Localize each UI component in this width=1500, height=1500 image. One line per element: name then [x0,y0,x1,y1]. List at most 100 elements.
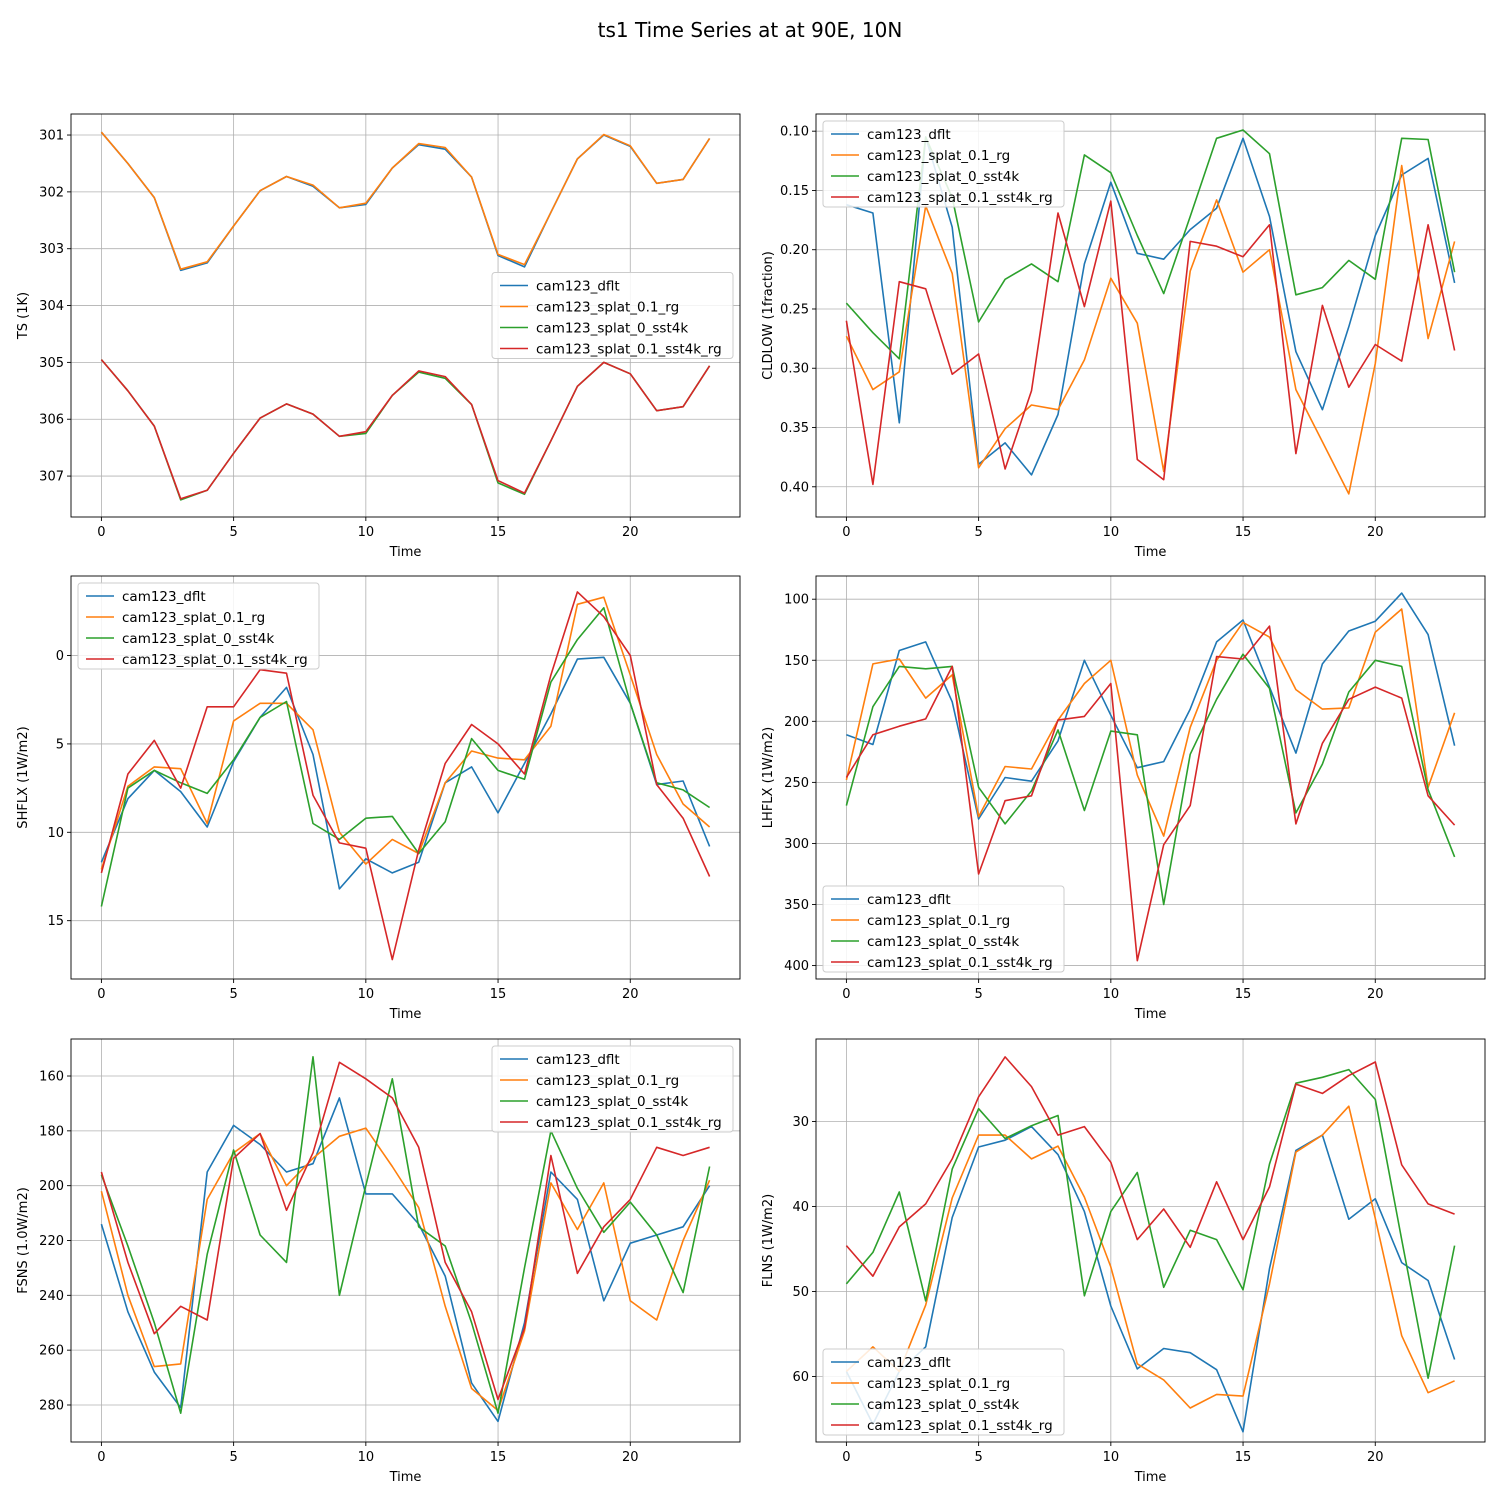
y-tick-label: 220 [39,1234,64,1249]
subplot-cldlow: 0 5 10 15 20 0.10 0.15 0.20 0.25 0.30 0.35 0.40 Time… [761,113,1486,560]
legend-label: cam123_splat_0.1_sst4k_rg [867,1418,1053,1434]
y-tick-label: 260 [39,1344,64,1359]
y-tick-label: 300 [784,837,809,852]
series-line-cam123-dflt [100,1097,711,1423]
y-axis-label: CLDLOW (1fraction) [761,251,776,380]
series-line-cam123-splat-0-1-rg [100,1127,711,1412]
axes-frame [70,575,741,980]
axes-frame [70,113,741,518]
x-tick-label: 0 [97,525,105,540]
legend-label: cam123_splat_0.1_sst4k_rg [867,955,1053,971]
x-tick-label: 10 [358,987,375,1002]
y-tick-label: 307 [39,470,64,485]
y-tick-label: 302 [39,185,64,200]
x-tick-label: 15 [1235,1450,1252,1465]
legend-label: cam123_splat_0.1_sst4k_rg [536,1115,722,1131]
x-tick-label: 15 [1235,525,1252,540]
y-tick-label: 0.35 [780,421,809,436]
subplot-fsns: 0 5 10 15 20 160 180 200 220 240 260 280 Time FSNS (1… [16,1038,741,1485]
legend-label: cam123_splat_0_sst4k [122,631,274,647]
series-line-cam123-splat-0-1-rg [845,164,1456,495]
legend-box [822,120,1065,208]
x-axis-label: Time [389,1470,422,1485]
x-tick-label: 15 [490,525,507,540]
y-axis-label: FSNS (1.0W/m2) [16,1187,31,1294]
y-tick-label: 50 [792,1285,809,1300]
x-tick-label: 0 [842,1450,850,1465]
legend-label: cam123_splat_0_sst4k [867,1397,1019,1413]
axes-frame [815,575,1486,980]
x-tick-label: 20 [1367,525,1384,540]
series-line-cam123-dflt [845,1125,1456,1433]
legend-label: cam123_splat_0.1_rg [536,1073,679,1089]
series-line-cam123-splat-0-1-sst4k-rg [100,359,711,500]
legend-box [491,1045,734,1133]
legend-label: cam123_splat_0_sst4k [867,169,1019,185]
x-tick-label: 15 [490,1450,507,1465]
y-tick-label: 0.10 [780,125,809,140]
legend-label: cam123_splat_0.1_rg [867,913,1010,929]
x-tick-label: 20 [622,1450,639,1465]
x-axis-label: Time [1134,1007,1167,1022]
legend-label: cam123_splat_0_sst4k [536,1094,688,1110]
series-line-cam123-dflt [846,592,1456,820]
y-tick-label: 304 [39,299,64,314]
y-axis-label: LHFLX (1W/m2) [761,727,776,828]
legend-label: cam123_dflt [867,892,951,908]
y-tick-label: 60 [792,1370,809,1385]
x-axis-label: Time [1134,1470,1167,1485]
series-line-cam123-splat-0-1-sst4k-rg [845,1056,1455,1277]
subplot-ts: 0 5 10 15 20 301 302 303 304 305 306 307 Time TS (1K)… [16,113,741,560]
legend-label: cam123_splat_0.1_sst4k_rg [536,342,722,358]
series-line-cam123-splat-0-1-sst4k-rg [845,625,1456,962]
legend-label: cam123_splat_0_sst4k [867,934,1019,950]
legend-box [822,885,1065,973]
y-axis-label: FLNS (1W/m2) [761,1194,776,1287]
series-line-cam123-dflt [846,136,1456,476]
x-tick-label: 5 [229,987,237,1002]
y-tick-label: 5 [56,737,64,752]
x-tick-label: 10 [358,1450,375,1465]
subplot-lhflx: 0 5 10 15 20 100 150 200 250 300 350 400 Time LHFLX (… [761,575,1486,1022]
y-axis-label: SHFLX (1W/m2) [16,726,31,828]
y-tick-label: 301 [39,129,64,144]
y-tick-label: 306 [39,413,64,428]
series-line-cam123-splat-0-1-rg [845,608,1456,837]
legend: cam123_dflt cam123_splat_0.1_rg cam123_spl… [822,1348,1065,1436]
legend-label: cam123_splat_0_sst4k [536,321,688,337]
y-tick-label: 0 [56,649,64,664]
y-tick-label: 100 [784,593,809,608]
axes-frame [815,1038,1486,1443]
legend-label: cam123_splat_0.1_rg [122,610,265,626]
legend: cam123_dflt cam123_splat_0.1_rg cam123_spl… [822,885,1065,973]
legend-label: cam123_splat_0.1_rg [536,300,679,316]
y-tick-label: 305 [39,356,64,371]
legend-label: cam123_splat_0.1_rg [867,148,1010,164]
x-tick-label: 20 [1367,1450,1384,1465]
series-line-cam123-splat-0-sst4k [100,359,711,501]
legend-label: cam123_dflt [536,279,620,295]
legend: cam123_dflt cam123_splat_0.1_rg cam123_spl… [822,120,1065,208]
subplot-shflx: 0 5 10 15 20 0 5 10 15 Time SHFLX (1W/m2) cam123_df… [16,575,741,1022]
y-tick-label: 250 [784,776,809,791]
x-tick-label: 5 [974,987,982,1002]
x-tick-label: 0 [842,987,850,1002]
legend-label: cam123_dflt [867,1355,951,1371]
y-tick-label: 160 [39,1070,64,1085]
y-tick-label: 40 [792,1200,809,1215]
x-axis-label: Time [1134,545,1167,560]
series-line-cam123-splat-0-1-rg [100,131,711,271]
x-tick-label: 15 [490,987,507,1002]
x-axis-label: Time [389,545,422,560]
y-tick-label: 150 [784,654,809,669]
x-tick-label: 20 [622,987,639,1002]
y-tick-label: 200 [784,715,809,730]
x-tick-label: 20 [622,525,639,540]
x-tick-label: 0 [842,525,850,540]
y-tick-label: 0.20 [780,243,809,258]
x-tick-label: 5 [229,1450,237,1465]
series-line-cam123-splat-0-sst4k [100,1056,711,1414]
y-tick-label: 200 [39,1179,64,1194]
subplot-flns: 0 5 10 15 20 30 40 50 60 Time FLNS (1W/m2) cam123_d… [761,1038,1486,1485]
